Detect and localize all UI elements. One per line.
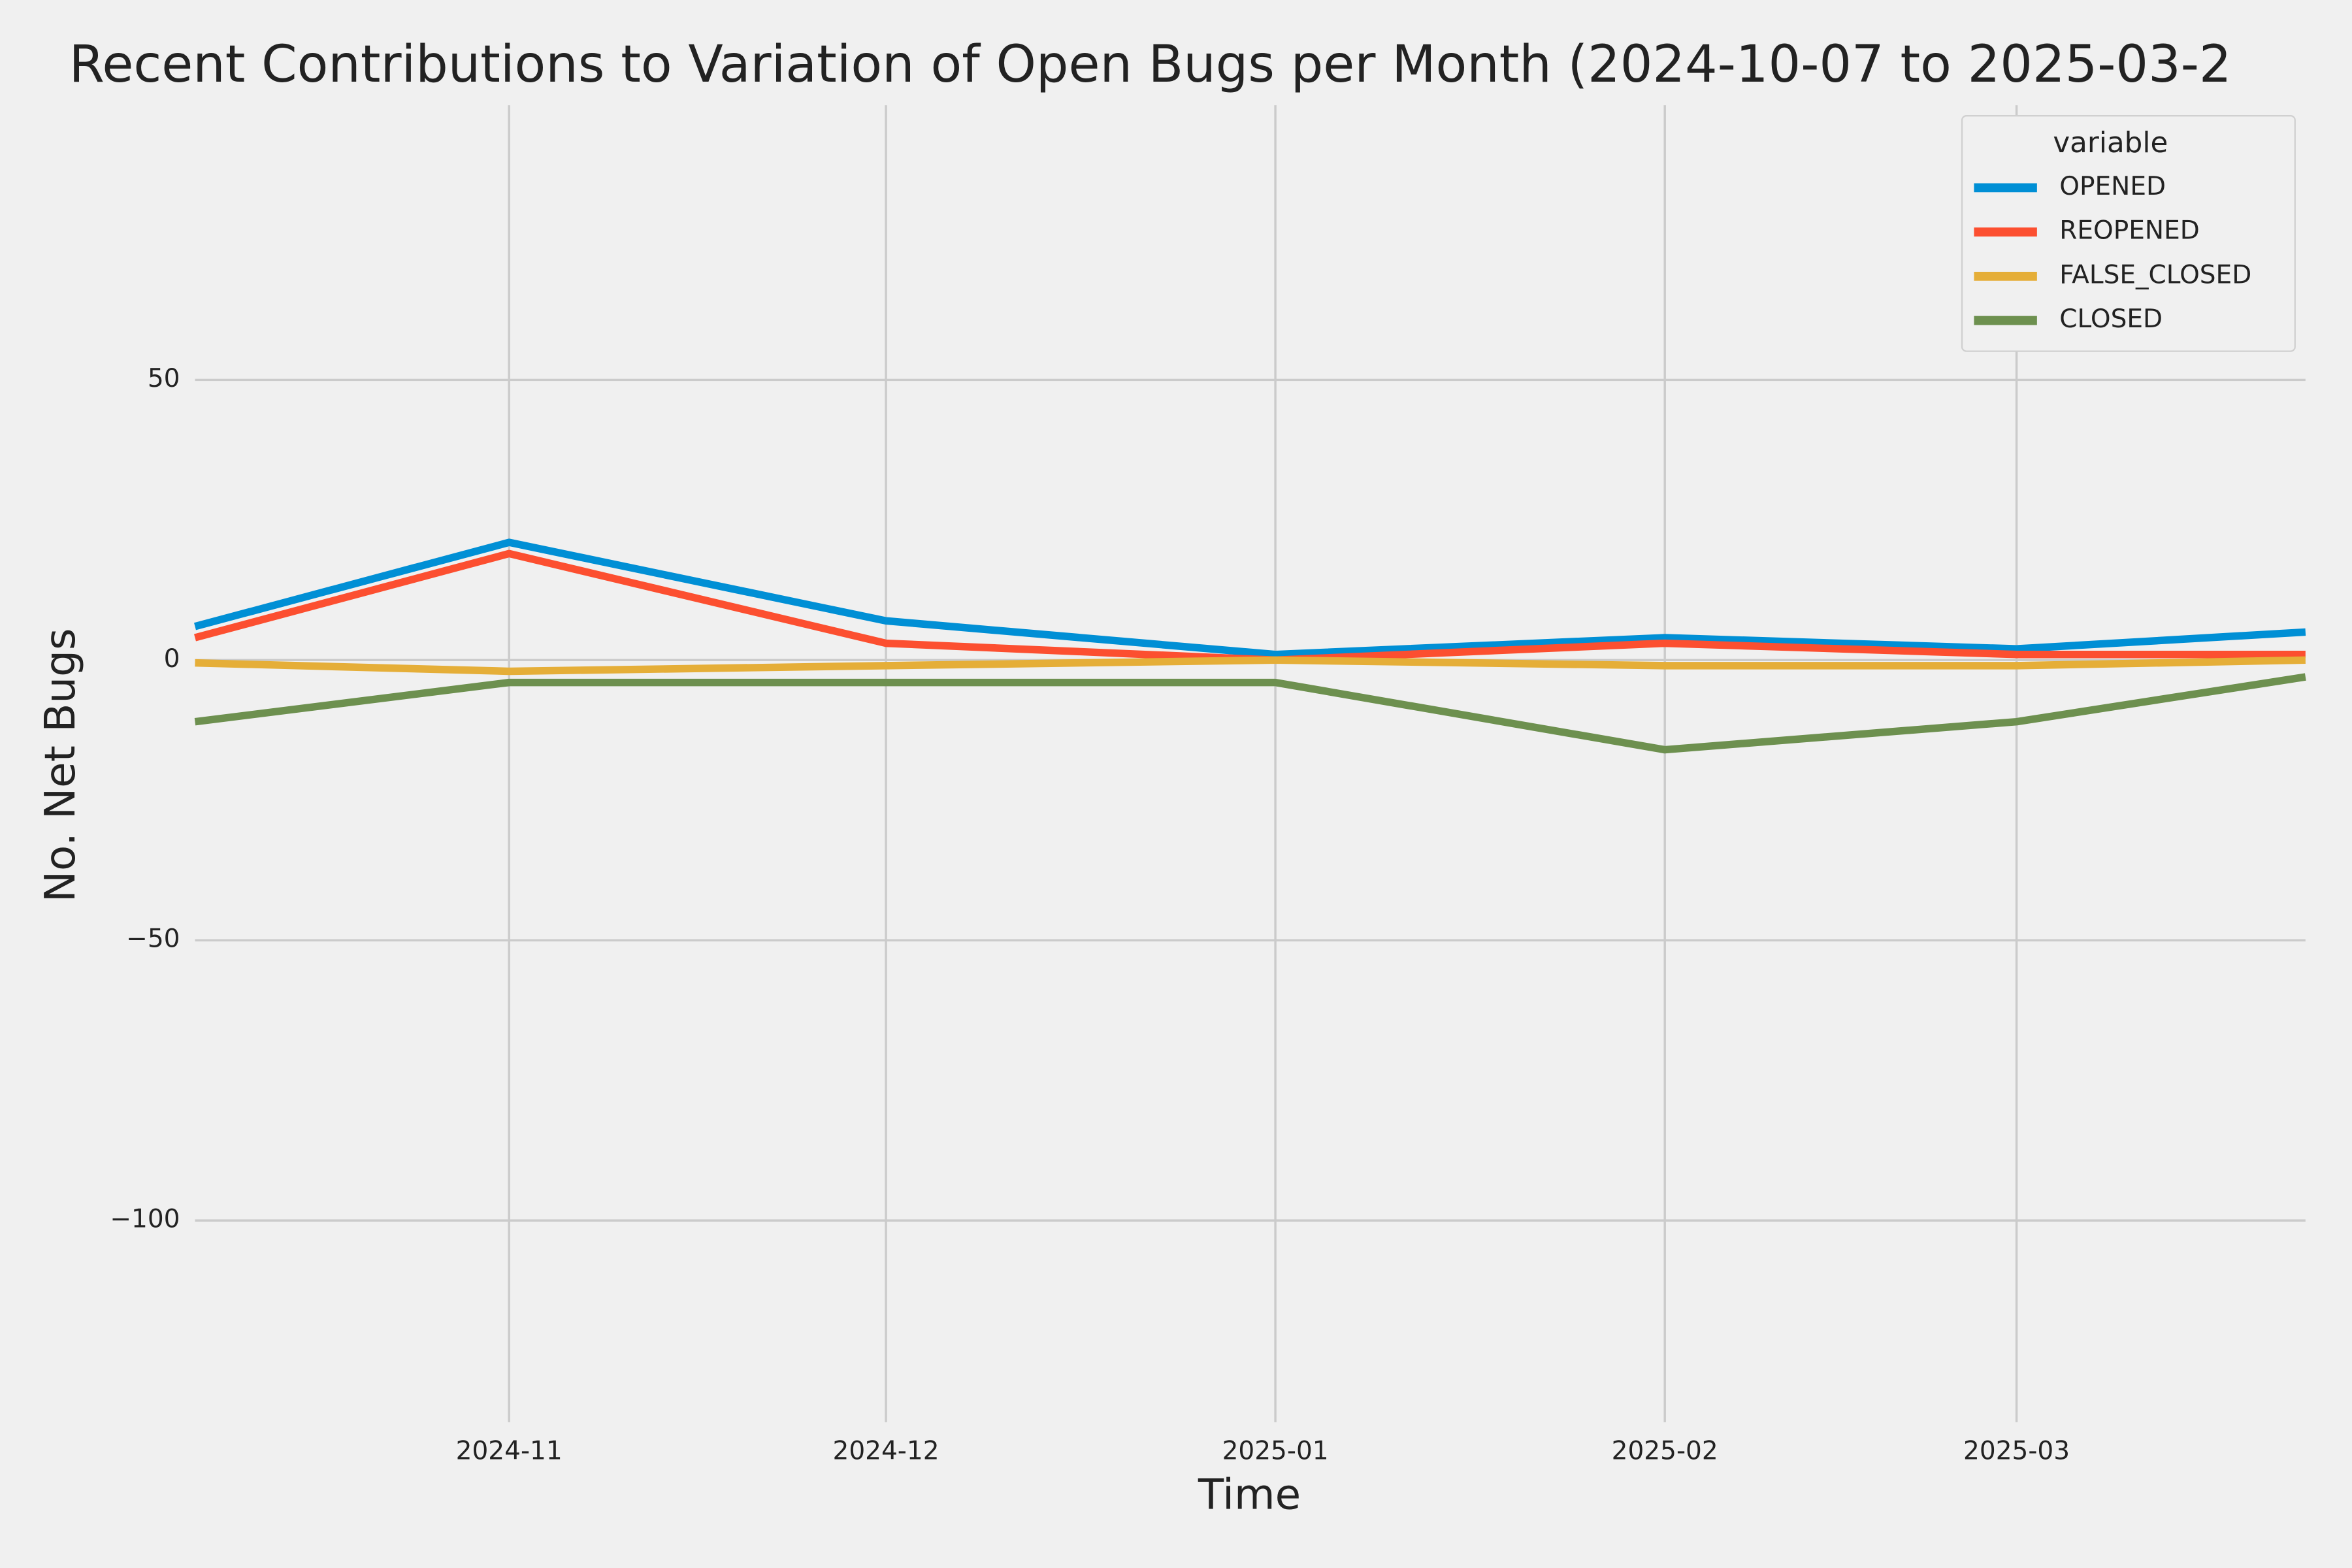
y-tick-label: 50 [148, 364, 180, 393]
plot-area [193, 538, 2306, 754]
data-line [194, 673, 2306, 754]
y-axis-label: No. Net Bugs [36, 629, 85, 902]
y-tick-label: −50 [126, 924, 180, 954]
y-tick-label: −100 [110, 1205, 180, 1234]
legend-box [1961, 115, 2296, 352]
x-tick-label: 2025-03 [1963, 1436, 2070, 1465]
chart-title: Recent Contributions to Variation of Ope… [69, 35, 2232, 94]
legend-label: REOPENED [2059, 216, 2200, 246]
data-line [193, 538, 2306, 659]
x-axis-label: Time [1198, 1470, 1301, 1519]
legend-label: OPENED [2059, 172, 2166, 201]
x-tick-label: 2024-12 [833, 1436, 939, 1465]
legend-label: CLOSED [2059, 304, 2163, 334]
legend-title: variable [2053, 127, 2168, 159]
legend: variable OPENED REOPENED FALSE_CLOSED CLOSED [1961, 115, 2296, 352]
x-tick-label: 2025-01 [1222, 1436, 1329, 1465]
grid: −100 −50 0 50 2024-11 2024-12 2025-01 2025-02 20… [110, 105, 2306, 1465]
x-tick-label: 2025-02 [1612, 1436, 1718, 1465]
y-tick-label: 0 [164, 644, 180, 674]
data-line [195, 656, 2306, 676]
legend-label: FALSE_CLOSED [2059, 260, 2251, 289]
x-tick-label: 2024-11 [456, 1436, 563, 1465]
